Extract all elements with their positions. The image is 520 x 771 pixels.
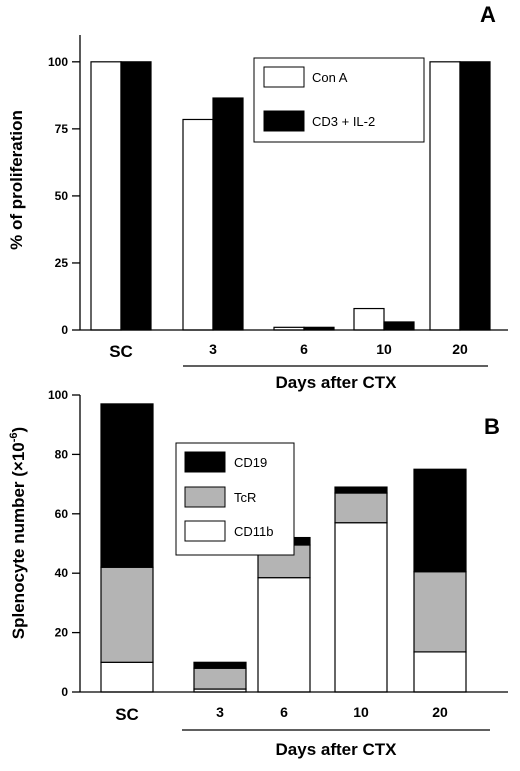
panel-b-legend-swatch-tcr: [184, 486, 226, 508]
panel-b-y-tick-label: 60: [55, 507, 69, 521]
panel-b-bar-cd11b-SC: [100, 661, 154, 693]
panel-a-y-tick-label: 0: [61, 323, 68, 337]
panel-a-legend-label-1: CD3 + IL-2: [312, 114, 375, 129]
panel-a-y-tick-label: 50: [55, 189, 69, 203]
panel-b-category-label: 6: [280, 704, 288, 720]
panel-a-y-tick-label: 100: [48, 55, 68, 69]
panel-b-label: B: [484, 414, 500, 439]
panel-b-bar-cd19-10: [334, 486, 388, 494]
panel-b-y-tick-label: 0: [61, 685, 68, 699]
panel-b-legend-swatch-cd11b: [184, 520, 226, 542]
panel-b: B Splenocyte number (×10-6) 020406080100…: [8, 388, 508, 759]
panel-b-bar-cd19-20: [413, 468, 467, 573]
panel-b-y-axis-label-times: ×10: [9, 442, 28, 471]
panel-a-y-ticks: 0 25 50 75 100: [48, 55, 80, 337]
panel-a-bar-con-a-20: [429, 61, 461, 331]
panel-b-bar-cd11b-10: [334, 522, 388, 693]
panel-b-bar-cd19-3: [193, 661, 247, 669]
panel-a-y-axis-label: % of proliferation: [7, 110, 26, 250]
panel-a-category-label: 3: [209, 341, 217, 357]
panel-b-legend-label-cd11b: CD11b: [234, 524, 274, 539]
panel-b-category-label: 3: [216, 704, 224, 720]
panel-a-bar-cd3-il2-3: [212, 97, 244, 331]
panel-a-x-axis-label: Days after CTX: [276, 373, 398, 392]
panel-b-y-axis-label: Splenocyte number (×10-6): [8, 427, 28, 639]
panel-a-bar-con-a-3: [182, 118, 214, 331]
panel-b-y-axis-label-close: ): [9, 427, 28, 433]
panel-b-category-label: SC: [115, 705, 139, 724]
panel-b-category-labels: SC 3 6 10 20: [115, 704, 448, 724]
panel-b-bar-tcr-3: [193, 667, 247, 690]
panel-a-legend-swatch-1: [263, 110, 305, 132]
panel-b-bar-cd11b-6: [257, 577, 311, 693]
panel-a-bar-cd3-il2-10: [383, 321, 415, 331]
panel-a-category-label: 20: [452, 341, 468, 357]
panel-b-legend-label-tcr: TcR: [234, 490, 256, 505]
panel-a-legend: Con A CD3 + IL-2: [253, 57, 425, 143]
panel-b-x-axis-label: Days after CTX: [276, 740, 398, 759]
panel-b-y-ticks: 0 20 40 60 80 100: [48, 388, 80, 699]
panel-a-category-label: 10: [376, 341, 392, 357]
panel-b-category-label: 20: [432, 704, 448, 720]
panel-a-bar-con-a-10: [353, 307, 385, 331]
panel-b-bar-tcr-10: [334, 492, 388, 524]
panel-b-y-tick-label: 80: [55, 447, 69, 461]
panel-b-bar-tcr-SC: [100, 566, 154, 663]
panel-a-category-label: 6: [300, 341, 308, 357]
panel-b-category-label: 10: [353, 704, 369, 720]
panel-b-y-tick-label: 20: [55, 626, 69, 640]
panel-a-legend-swatch-0: [263, 66, 305, 88]
panel-a-category-labels: SC 3 6 10 20: [109, 341, 468, 361]
panel-b-y-tick-label: 40: [55, 566, 69, 580]
panel-b-legend-swatch-cd19: [184, 451, 226, 473]
panel-a-legend-label-0: Con A: [312, 70, 348, 85]
panel-b-y-axis-label-main: Splenocyte number (: [9, 471, 28, 639]
panel-a-y-tick-label: 75: [55, 122, 69, 136]
panel-b-legend-label-cd19: CD19: [234, 455, 267, 470]
panel-b-y-tick-label: 100: [48, 388, 68, 402]
panel-a-bar-cd3-il2-SC: [120, 61, 152, 331]
panel-b-bar-cd11b-20: [413, 651, 467, 693]
panel-a-category-label: SC: [109, 342, 133, 361]
panel-b-bar-tcr-20: [413, 571, 467, 653]
panel-a-bar-con-a-SC: [90, 61, 122, 331]
panel-b-y-axis-label-exp: -6: [8, 432, 20, 442]
panel-a-y-tick-label: 25: [55, 256, 69, 270]
panel-b-legend: CD19 TcR CD11b: [175, 442, 295, 556]
panel-a: A % of proliferation 0 25 50 75 100 SC 3 6 10 20…: [7, 2, 508, 392]
panel-a-bar-cd3-il2-20: [459, 61, 491, 331]
panel-b-bars: [100, 403, 467, 693]
panel-a-label: A: [480, 2, 496, 27]
panel-b-bar-cd19-SC: [100, 403, 154, 568]
